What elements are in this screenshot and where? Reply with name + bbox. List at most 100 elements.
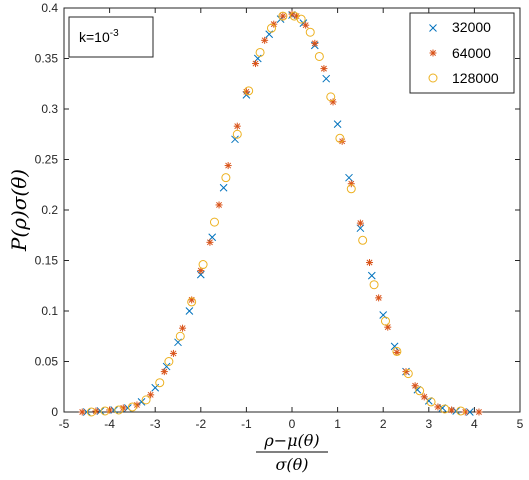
data-point [415,386,425,396]
data-point [452,407,461,415]
data-point [232,129,242,139]
data-point [141,395,151,405]
data-point [233,122,241,130]
data-point [369,280,379,290]
x-tick-label: 4 [471,417,478,431]
x-tick-label: 0 [289,417,296,431]
data-point [420,393,428,401]
data-point [127,402,137,412]
x-axis-title-numerator: ρ−μ(θ) [263,431,319,450]
data-point [438,404,447,412]
x-tick-label: -3 [150,417,161,431]
data-point [215,201,223,209]
data-point [333,120,342,129]
data-point [380,316,390,326]
data-point [366,259,374,267]
data-point [305,27,315,37]
data-point [329,98,337,106]
data-point [119,404,127,412]
series-32000 [82,11,474,416]
x-tick-label: 5 [517,417,524,431]
x-axis-title-denominator: σ(θ) [275,455,308,474]
data-point [302,21,310,29]
data-point [244,86,254,96]
data-point [356,219,364,227]
data-point [86,407,96,417]
data-point [198,260,208,270]
data-point [375,294,383,302]
data-point [403,369,413,379]
data-point [224,162,232,170]
data-point [175,331,185,341]
data-point [390,342,399,351]
data-point [100,406,110,416]
data-point [314,51,324,61]
data-point [164,357,174,366]
data-point [137,398,146,406]
legend: 32000 64000 128000 [409,12,515,94]
data-point [278,11,288,21]
axis-ticks: -5 -4 -3 -2 -1 0 1 2 3 4 5 0 0.05 0.1 0.15 0.2 0.25 0.3 0.… [35,1,524,431]
annotation-base: k=10 [79,29,110,45]
x-tick-label: -5 [59,417,70,431]
legend-label-64000: 64000 [452,45,491,61]
x-tick-label: -4 [104,417,115,431]
annotation-exponent: -3 [110,28,119,39]
y-tick-label: 0.05 [35,355,59,369]
data-point [255,47,265,57]
data-point [206,238,214,246]
annotation-box: k=10-3 [68,16,154,58]
x-tick-label: 2 [380,417,387,431]
y-tick-label: 0.3 [41,102,58,116]
data-point [322,74,331,83]
data-point [252,60,260,68]
data-point [311,39,319,47]
data-point [326,92,336,102]
legend-markers [428,24,438,83]
data-point [367,271,376,280]
data-point [279,12,287,20]
data-point [434,403,442,411]
x-axis-title: ρ−μ(θ) σ(θ) [256,431,328,474]
data-point [346,184,356,194]
svg-text:k=10-3: k=10-3 [79,28,119,45]
y-tick-label: 0.1 [41,304,58,318]
y-axis-title: P(ρ)σ(θ) [7,169,31,252]
x-tick-label: -2 [195,417,206,431]
data-point [335,133,345,143]
data-point [320,65,328,73]
data-point [426,397,436,407]
data-point [155,378,165,388]
data-point [261,36,269,44]
y-tick-label: 0 [51,405,58,419]
data-point [160,368,168,376]
legend-marker-64000 [429,49,437,57]
data-point [151,383,160,392]
data-point [78,408,86,416]
data-point [221,173,231,183]
data-point [169,349,177,357]
y-tick-label: 0.15 [35,254,59,268]
data-point [345,173,353,182]
y-tick-label: 0.2 [41,203,58,217]
data-points [78,10,483,417]
data-point [402,368,410,376]
data-point [393,348,401,356]
data-point [231,135,239,144]
data-point [114,405,124,415]
data-point [179,324,187,332]
data-point [209,217,219,227]
legend-marker-32000 [429,24,437,32]
x-tick-label: -1 [241,417,252,431]
data-point [411,382,419,390]
data-point [392,346,402,356]
legend-box [409,12,515,94]
data-point [475,408,483,416]
data-point [133,401,141,409]
x-tick-label: 1 [334,417,341,431]
series-128000 [86,11,466,417]
data-point [219,183,228,192]
legend-label-32000: 32000 [452,19,491,35]
data-point [456,406,466,416]
